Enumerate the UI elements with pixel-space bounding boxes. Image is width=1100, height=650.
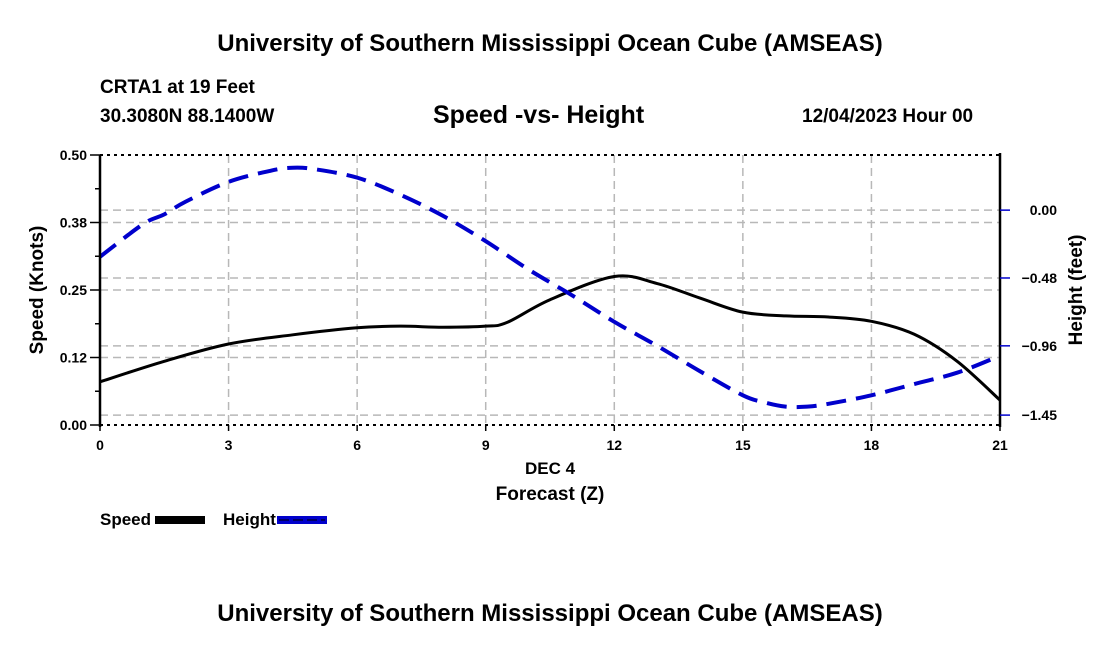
y-tick-label: 0.12 [60,350,87,366]
y-axis-title: Speed (Knots) [27,226,48,355]
y2-axis-title: Height (feet) [1066,235,1087,346]
datetime-label: 12/04/2023 Hour 00 [802,106,974,127]
axes: 0 3 6 9 12 15 18 21 0.00 0.12 0.25 0.38 0.50 0.00 −0.4… [60,147,1057,453]
legend-item-height: Height [223,510,327,530]
x-tick-label: 12 [606,437,622,453]
legend-swatch-height [276,516,327,524]
x-tick-label: 15 [735,437,751,453]
series-line-speed [99,274,1002,402]
legend: Speed Height [100,510,345,530]
x-tick-label: 21 [992,437,1008,453]
legend-label-speed: Speed [100,510,152,529]
y2-tick-label: 0.00 [1030,202,1057,218]
x-sublabel: DEC 4 [525,459,576,478]
y-tick-label: 0.38 [60,215,87,231]
x-tick-label: 18 [864,437,880,453]
station-label: CRTA1 at 19 Feet [100,77,255,98]
coordinates-label: 30.3080N 88.1400W [100,106,275,127]
legend-label-height: Height [223,510,276,529]
series-line-height [98,165,1001,410]
x-tick-label: 9 [482,437,490,453]
x-tick-label: 0 [96,437,104,453]
chart-title: Speed -vs- Height [433,101,645,129]
x-axis-title: Forecast (Z) [496,484,605,505]
series-group [98,165,1002,410]
x-tick-label: 3 [225,437,233,453]
y2-tick-label: −1.45 [1022,407,1058,423]
y-tick-label: 0.50 [60,147,87,163]
legend-swatch-speed [155,516,206,524]
page-title: University of Southern Mississippi Ocean… [217,30,883,57]
legend-item-speed: Speed [100,510,206,530]
footer-title: University of Southern Mississippi Ocean… [217,600,883,627]
y2-tick-label: −0.48 [1022,270,1058,286]
y2-tick-label: −0.96 [1022,338,1058,354]
y-tick-label: 0.25 [60,282,87,298]
grid [100,155,1000,425]
x-tick-label: 6 [353,437,361,453]
y-tick-label: 0.00 [60,417,87,433]
